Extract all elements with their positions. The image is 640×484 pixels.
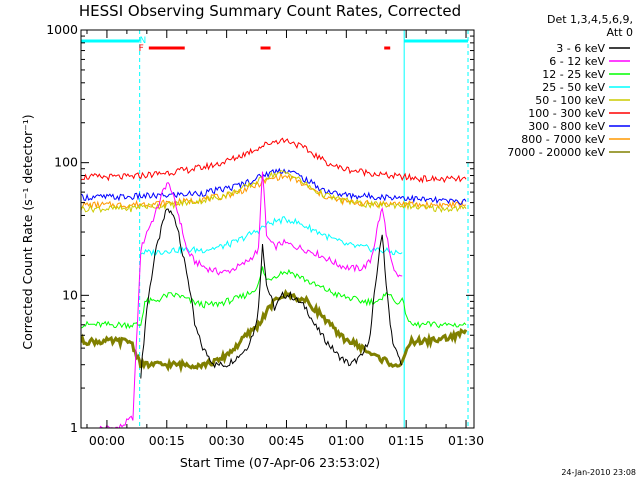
- x-tick-label-3: 00:45: [268, 433, 304, 448]
- x-axis-ticks: 00:00 00:15 00:30 00:45 01:00 01:15 01:30: [86, 30, 484, 448]
- series-line-1: [99, 171, 403, 428]
- y-tick-label-2: 100: [54, 155, 78, 170]
- plot-area: NF: [80, 29, 475, 429]
- series-line-6: [81, 167, 467, 205]
- legend-label-2: 12 - 25 keV: [542, 68, 605, 81]
- x-tick-label-2: 00:30: [209, 433, 245, 448]
- footer-timestamp: 24-Jan-2010 23:08: [561, 468, 636, 477]
- x-tick-label-0: 00:00: [89, 433, 125, 448]
- legend-label-4: 50 - 100 keV: [535, 94, 605, 107]
- legend-label-5: 100 - 300 keV: [528, 107, 605, 120]
- legend-header-line-1: Det 1,3,4,5,6,9,: [547, 13, 633, 26]
- series-line-0: [140, 208, 403, 379]
- x-tick-label-6: 01:30: [448, 433, 484, 448]
- series-line-2: [81, 266, 467, 330]
- y-axis-label: Corrected Count Rate (s⁻¹ detector⁻¹): [20, 114, 35, 349]
- y-axis-ticks: 1 10 100 1000: [46, 22, 474, 435]
- legend-header-line-2: Att 0: [607, 26, 633, 39]
- legend-label-3: 25 - 50 keV: [542, 81, 605, 94]
- legend-label-8: 7000 - 20000 keV: [507, 146, 605, 159]
- series-line-3: [140, 216, 403, 257]
- y-tick-label-0: 1: [70, 420, 78, 435]
- series-group: [81, 137, 468, 428]
- series-line-7: [81, 171, 467, 210]
- legend-label-7: 800 - 7000 keV: [521, 133, 605, 146]
- x-axis-label: Start Time (07-Apr-06 23:53:02): [180, 455, 380, 470]
- x-tick-label-1: 00:15: [149, 433, 185, 448]
- flag-n-label: N: [139, 36, 146, 46]
- legend-label-0: 3 - 6 keV: [556, 42, 605, 55]
- series-line-5: [81, 137, 467, 184]
- flag-f-label: F: [139, 44, 144, 54]
- plot-frame: [80, 29, 475, 429]
- x-tick-label-5: 01:15: [388, 433, 424, 448]
- y-tick-label-3: 1000: [46, 22, 78, 37]
- chart-title: HESSI Observing Summary Count Rates, Cor…: [79, 2, 461, 20]
- series-line-8: [81, 288, 468, 374]
- y-tick-label-1: 10: [62, 287, 78, 302]
- legend-label-6: 300 - 800 keV: [528, 120, 605, 133]
- series-line-4: [81, 169, 467, 214]
- legend-label-1: 6 - 12 keV: [549, 55, 605, 68]
- x-tick-label-4: 01:00: [328, 433, 364, 448]
